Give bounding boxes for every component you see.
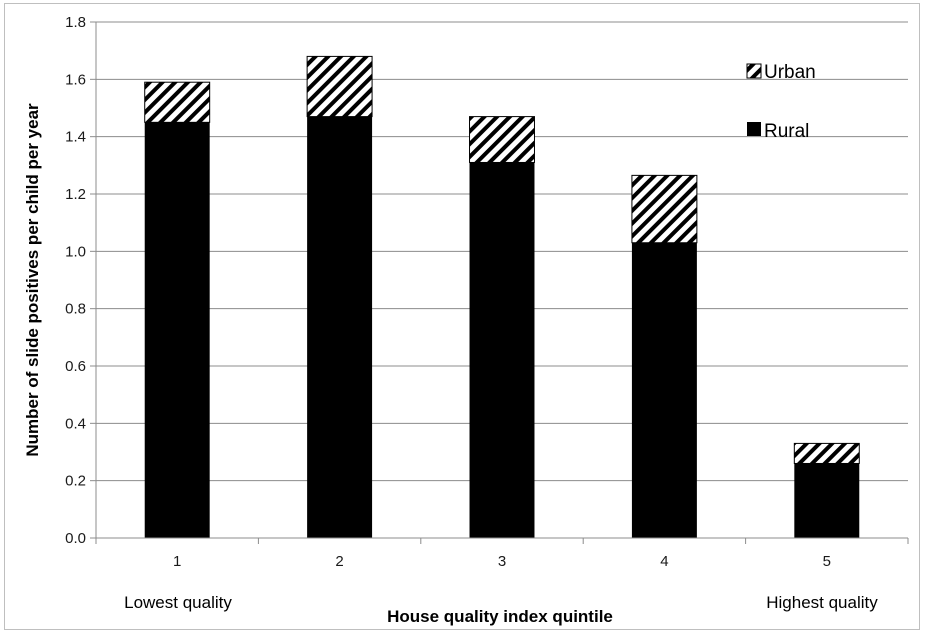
x-tick-label: 3 [498, 553, 506, 570]
highest-quality-note: Highest quality [766, 593, 878, 612]
x-tick-label: 4 [660, 553, 668, 570]
bar-urban [469, 116, 535, 163]
bar-rural [794, 463, 860, 538]
lowest-quality-note: Lowest quality [124, 593, 232, 612]
bar-rural [469, 162, 535, 538]
y-tick-label: 0.8 [65, 301, 86, 318]
bars [144, 55, 860, 538]
bar-urban [631, 174, 698, 244]
x-tick-label: 5 [823, 553, 831, 570]
y-axis: 0.0 0.2 0.4 0.6 0.8 1.0 1.2 1.4 1.6 1.8 [65, 14, 97, 547]
x-axis-title: House quality index quintile [387, 607, 613, 626]
bar-rural [631, 242, 697, 538]
y-tick-label: 0.4 [65, 415, 86, 432]
y-tick-label: 1.0 [65, 243, 86, 260]
legend-swatch-urban [746, 63, 762, 79]
y-tick-label: 1.8 [65, 14, 86, 31]
y-tick-label: 0.0 [65, 530, 86, 547]
legend-label-rural: Rural [764, 121, 809, 142]
x-axis: 1 2 3 4 5 [95, 537, 909, 570]
y-tick-label: 1.6 [65, 71, 86, 88]
bar-rural [307, 116, 373, 538]
y-tick-label: 0.2 [65, 473, 86, 490]
bar-urban [144, 81, 211, 123]
x-tick-label: 2 [335, 553, 343, 570]
legend: Urban Rural [746, 62, 816, 142]
y-tick-label: 1.4 [65, 129, 86, 146]
y-tick-label: 1.2 [65, 186, 86, 203]
x-tick-label: 1 [173, 553, 181, 570]
y-tick-label: 0.6 [65, 358, 86, 375]
bar-rural [144, 122, 210, 538]
bar-urban [793, 442, 860, 464]
legend-label-urban: Urban [764, 62, 816, 83]
legend-swatch-rural [747, 122, 761, 136]
bar-urban [306, 55, 373, 118]
y-axis-title: Number of slide positives per child per … [23, 103, 42, 457]
